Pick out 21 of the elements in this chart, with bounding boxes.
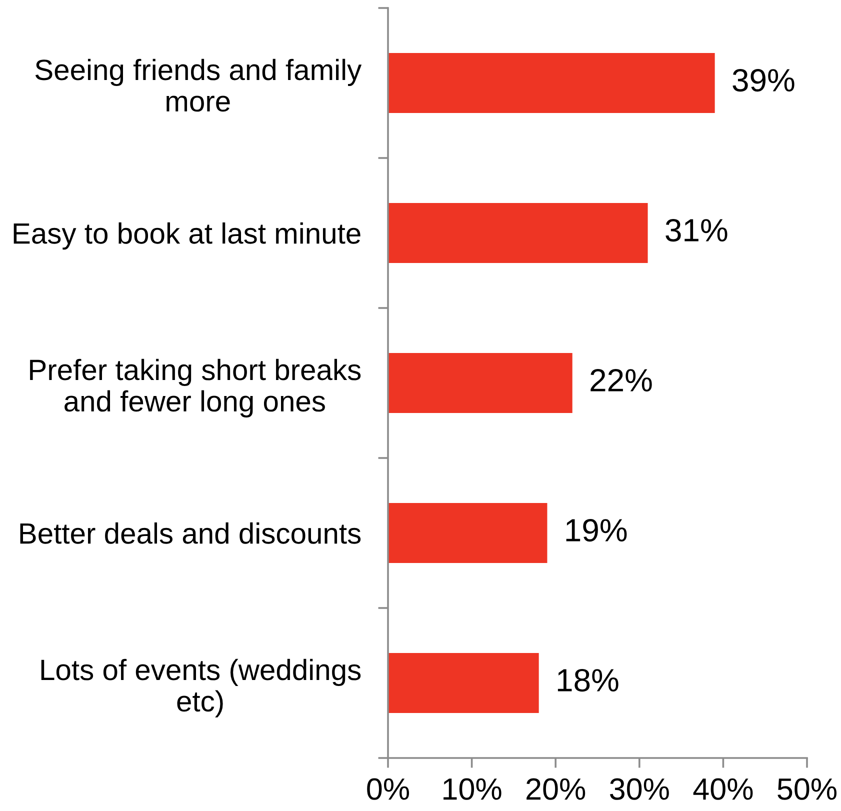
- bar: [388, 503, 548, 563]
- data-label: 22%: [590, 368, 652, 392]
- y-tick-label: Better deals and discounts: [20, 522, 361, 544]
- data-label: 18%: [558, 668, 618, 692]
- y-tick-label: Easy to book at last minute: [14, 222, 360, 250]
- y-tick-label: Seeing friends and family more: [35, 58, 362, 112]
- x-tick-label: 0%: [367, 778, 409, 800]
- x-tick-label: 30%: [610, 778, 669, 800]
- bar: [388, 53, 715, 113]
- x-tick-label: 10%: [444, 778, 502, 800]
- data-label: 31%: [666, 218, 728, 242]
- bar: [388, 203, 648, 263]
- x-tick-label: 50%: [778, 778, 836, 800]
- bar: [388, 653, 539, 713]
- bar: [388, 353, 572, 413]
- y-tick-label: Lots of events (weddings etc): [41, 658, 361, 718]
- y-tick-label: Prefer taking short breaks and fewer long ones: [30, 358, 361, 418]
- data-label: 39%: [732, 68, 794, 92]
- data-label: 19%: [566, 518, 627, 542]
- x-tick-label: 40%: [693, 778, 753, 800]
- x-tick-label: 20%: [526, 778, 586, 800]
